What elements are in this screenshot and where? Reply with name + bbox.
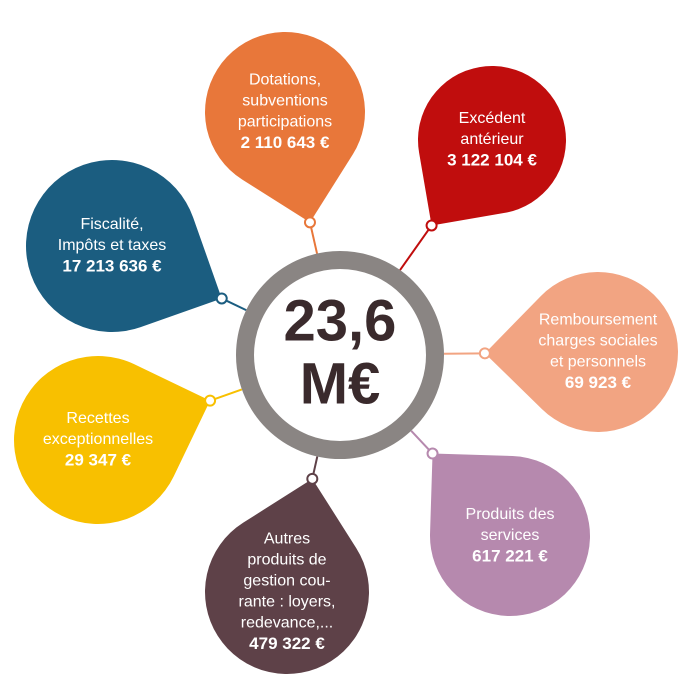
node-label: charges sociales [538, 333, 657, 350]
node-label: Produits des [466, 506, 555, 523]
node-amount: 17 213 636 € [62, 256, 162, 275]
node-label: Recettes [66, 410, 129, 427]
connector-dot [303, 216, 316, 229]
node-amount: 29 347 € [65, 450, 132, 469]
connector-dot [306, 472, 319, 485]
node-label: gestion cou- [243, 573, 330, 590]
connector-dot [204, 394, 217, 407]
connector-dot [426, 447, 439, 460]
node-label: Dotations, [249, 72, 321, 89]
node-label: antérieur [460, 131, 524, 148]
drop [26, 160, 222, 332]
node-label: exceptionnelles [43, 431, 153, 448]
node-label: participations [238, 114, 332, 131]
node-label: Excédent [459, 110, 526, 127]
connector-dot [425, 219, 438, 232]
drop [430, 453, 590, 616]
node-amount: 3 122 104 € [447, 150, 537, 169]
node-label: et personnels [550, 354, 646, 371]
node-label: Autres [264, 531, 310, 548]
node-label: Remboursement [539, 312, 658, 329]
drop [484, 272, 678, 432]
center-ring [236, 251, 444, 459]
node-label: Impôts et taxes [58, 237, 167, 254]
node-label: redevance,... [241, 615, 334, 632]
connector [399, 224, 433, 271]
drop [205, 478, 369, 674]
node-amount: 617 221 € [472, 546, 548, 565]
node-label: produits de [247, 552, 326, 569]
center-value: 23,6 [284, 288, 397, 353]
node-label: services [481, 527, 540, 544]
node-label: rante : loyers, [239, 594, 336, 611]
center-unit: M€ [300, 351, 381, 416]
node-amount: 2 110 643 € [241, 133, 330, 152]
drop [205, 32, 365, 223]
node-label: subventions [242, 93, 327, 110]
node-label: Fiscalité, [80, 216, 143, 233]
drop [418, 66, 566, 226]
connector-dot [478, 347, 491, 360]
node-amount: 479 322 € [249, 634, 325, 653]
node-amount: 69 923 € [565, 373, 632, 392]
drop [14, 356, 211, 524]
connector-dot [215, 292, 228, 305]
